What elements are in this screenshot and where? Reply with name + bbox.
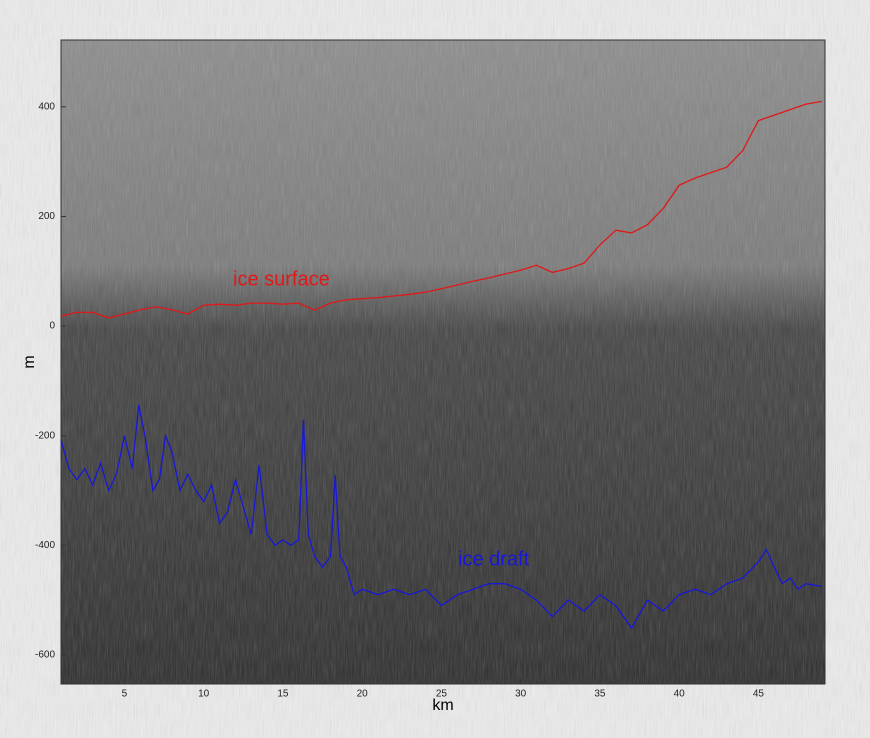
x-tick-label: 25 [436, 689, 448, 700]
y-axis-label: m [21, 355, 38, 368]
chart: km m 5 10 15 20 25 30 35 40 45 -600 -400 -200 0 200 40… [0, 0, 870, 738]
x-tick-label: 10 [198, 689, 210, 700]
x-tick-label: 15 [277, 689, 289, 700]
line-label: ice surface [233, 268, 330, 290]
line-label: ice draft [458, 548, 530, 570]
y-tick-label: 200 [38, 211, 55, 222]
x-tick-label: 20 [357, 689, 369, 700]
x-tick-label: 5 [122, 689, 128, 700]
x-tick-label: 35 [594, 689, 606, 700]
x-tick-label: 40 [674, 689, 686, 700]
y-tick-label: -600 [35, 650, 55, 661]
radargram-texture [61, 40, 825, 684]
y-tick-label: -400 [35, 540, 55, 551]
x-tick-label: 30 [515, 689, 527, 700]
x-axis-label: km [432, 697, 453, 714]
x-tick-label: 45 [753, 689, 765, 700]
y-tick-label: 400 [38, 102, 55, 113]
y-tick-label: 0 [49, 321, 55, 332]
y-tick-label: -200 [35, 430, 55, 441]
